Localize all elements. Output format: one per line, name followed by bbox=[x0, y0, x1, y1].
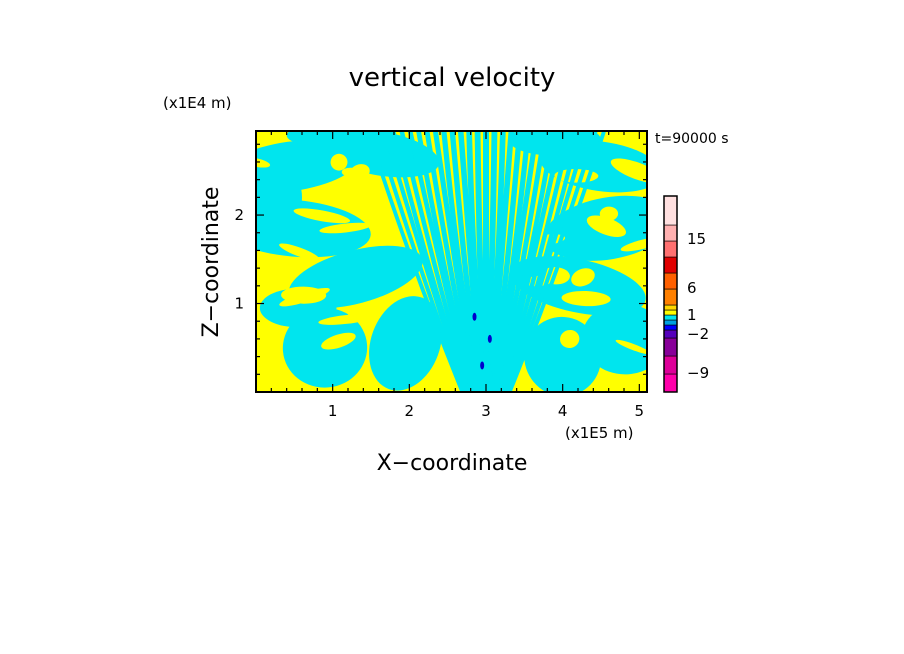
wave-stripe bbox=[504, 131, 590, 392]
colorbar-swatch bbox=[663, 272, 678, 290]
strong-downdraft-spot bbox=[472, 312, 477, 321]
wave-stripe bbox=[487, 347, 490, 392]
wave-stripe bbox=[482, 347, 485, 392]
wave-stripe bbox=[391, 131, 470, 392]
negative-velocity-region bbox=[286, 131, 394, 149]
positive-velocity-region bbox=[615, 339, 647, 355]
strong-downdraft-spot bbox=[480, 361, 485, 370]
positive-velocity-region bbox=[366, 181, 387, 196]
wave-stripe bbox=[365, 131, 465, 392]
colorbar-swatches bbox=[663, 195, 678, 393]
time-label: t=90000 s bbox=[655, 131, 729, 147]
wave-stripe bbox=[473, 347, 478, 392]
colorbar-swatch bbox=[663, 373, 678, 393]
colorbar-label: 1 bbox=[687, 306, 697, 324]
positive-velocity-region bbox=[318, 314, 373, 325]
x-unit-label: (x1E5 m) bbox=[565, 424, 634, 442]
strong-downdraft-spot bbox=[487, 334, 492, 343]
x-tick-label: 3 bbox=[481, 402, 491, 420]
x-tick-label: 1 bbox=[328, 402, 338, 420]
wave-stripe bbox=[462, 347, 469, 392]
wave-stripe bbox=[374, 131, 467, 392]
colorbar-swatch bbox=[663, 256, 678, 274]
positive-velocity-region bbox=[610, 158, 647, 184]
negative-velocity-region bbox=[524, 316, 602, 392]
wave-stripe bbox=[470, 347, 476, 392]
negative-velocity-region bbox=[369, 296, 442, 391]
wave-stripe bbox=[505, 131, 598, 392]
x-tick-label: 5 bbox=[635, 402, 645, 420]
wave-stripe bbox=[467, 347, 473, 392]
colorbar-swatch bbox=[663, 324, 678, 331]
wave-stripe bbox=[479, 347, 483, 392]
positive-velocity-region bbox=[620, 237, 647, 252]
velocity-field bbox=[256, 131, 647, 392]
wave-stripe bbox=[494, 347, 499, 392]
wave-stripe bbox=[501, 347, 508, 392]
colorbar-swatch bbox=[663, 224, 678, 242]
plot-frame bbox=[255, 130, 648, 393]
wave-stripe bbox=[508, 347, 516, 392]
wave-stripe bbox=[456, 347, 464, 392]
positive-velocity-region bbox=[349, 164, 370, 181]
colorbar-swatch bbox=[663, 240, 678, 258]
colorbar-label: 15 bbox=[687, 230, 706, 248]
wave-stripe bbox=[459, 347, 467, 392]
wave-stripe bbox=[464, 347, 471, 392]
wave-stripe bbox=[503, 347, 510, 392]
positive-velocity-region bbox=[586, 215, 627, 237]
y-axis-label: Z−coordinate bbox=[199, 187, 224, 338]
positive-velocity-region bbox=[561, 290, 611, 307]
colorbar: 15 6 1 −2 −9 bbox=[663, 195, 709, 393]
wave-stripe bbox=[489, 347, 493, 392]
colorbar-frame bbox=[663, 195, 678, 393]
positive-velocity-region bbox=[321, 332, 356, 350]
wave-stripe bbox=[498, 131, 565, 392]
colorbar-swatch bbox=[663, 355, 678, 375]
positive-velocity-region bbox=[571, 268, 595, 287]
negative-velocity-region bbox=[509, 131, 601, 156]
positive-velocity-region bbox=[330, 153, 348, 171]
wave-stripe bbox=[495, 131, 548, 392]
colorbar-swatch bbox=[663, 195, 678, 226]
positive-velocity-region bbox=[319, 222, 372, 234]
positive-velocity-region bbox=[293, 208, 351, 224]
wave-stripe bbox=[500, 131, 573, 392]
colorbar-swatch bbox=[663, 319, 678, 326]
x-tick-label: 2 bbox=[405, 402, 415, 420]
colorbar-swatch bbox=[663, 309, 678, 316]
positive-velocity-region bbox=[279, 243, 320, 261]
wave-stripe bbox=[476, 347, 480, 392]
y-tick-label: 1 bbox=[234, 295, 244, 313]
colorbar-label: 6 bbox=[687, 279, 697, 297]
negative-velocity-region bbox=[256, 157, 302, 238]
y-unit-label: (x1E4 m) bbox=[163, 94, 232, 112]
x-tick-label: 4 bbox=[558, 402, 568, 420]
positive-velocity-region bbox=[347, 305, 364, 317]
axis-ticks bbox=[256, 131, 647, 392]
wave-stripe bbox=[416, 131, 475, 392]
colorbar-swatch bbox=[663, 329, 678, 339]
colorbar-swatch bbox=[663, 314, 678, 321]
wave-stripe bbox=[499, 347, 505, 392]
wave-stripe bbox=[505, 347, 513, 392]
y-tick-label: 2 bbox=[234, 206, 244, 224]
chart-title: vertical velocity bbox=[349, 63, 556, 93]
colorbar-swatch bbox=[663, 304, 678, 311]
colorbar-swatch bbox=[663, 288, 678, 306]
wave-stripe bbox=[493, 131, 540, 392]
x-axis-label: X−coordinate bbox=[377, 451, 528, 476]
colorbar-label: −9 bbox=[687, 364, 709, 382]
plot-area bbox=[255, 130, 648, 393]
positive-velocity-region bbox=[560, 329, 580, 349]
wave-stripe bbox=[424, 131, 477, 392]
wave-stripe bbox=[496, 347, 502, 392]
wave-stripe bbox=[507, 131, 607, 392]
positive-velocity-region bbox=[281, 286, 327, 304]
colorbar-swatch bbox=[663, 337, 678, 357]
wave-stripe bbox=[399, 131, 472, 392]
wave-stripe bbox=[492, 347, 496, 392]
colorbar-label: −2 bbox=[687, 325, 709, 343]
